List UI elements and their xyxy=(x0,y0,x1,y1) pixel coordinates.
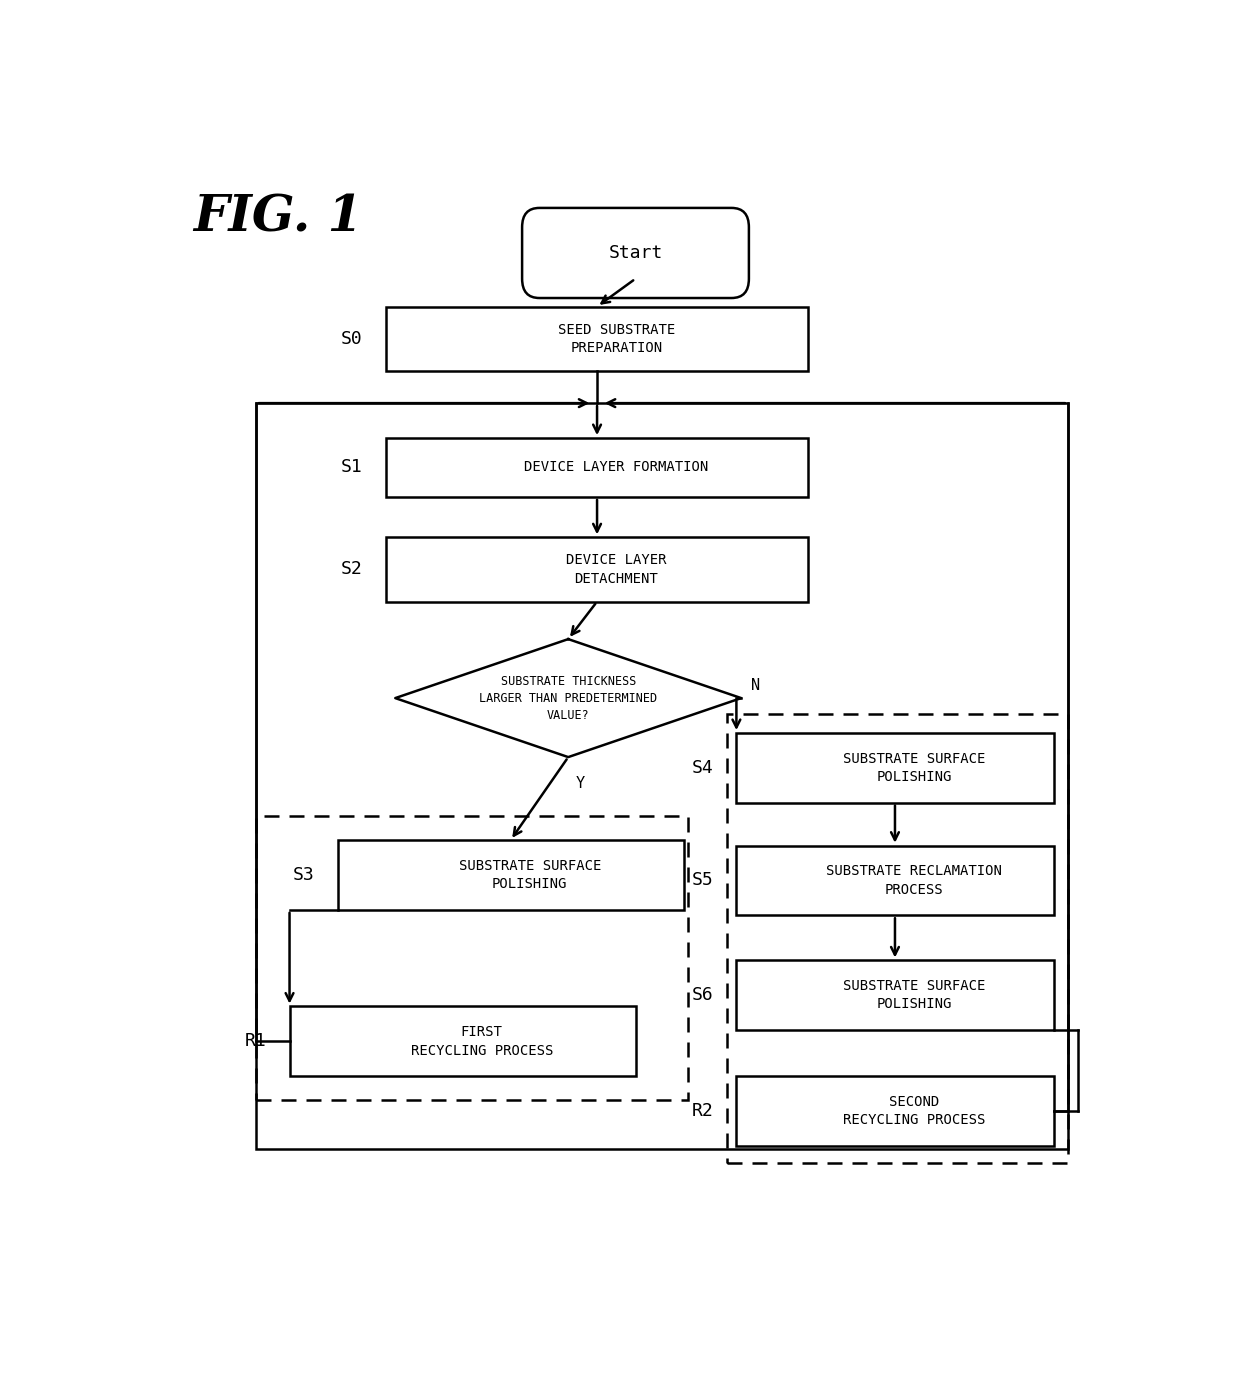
Text: SUBSTRATE SURFACE
POLISHING: SUBSTRATE SURFACE POLISHING xyxy=(843,752,986,784)
Text: SEED SUBSTRATE
PREPARATION: SEED SUBSTRATE PREPARATION xyxy=(558,323,675,355)
Bar xyxy=(290,1007,635,1077)
Text: S6: S6 xyxy=(692,986,714,1004)
Bar xyxy=(737,1077,1054,1146)
Bar xyxy=(727,715,1068,1163)
Bar xyxy=(386,437,808,497)
Bar xyxy=(255,403,1068,1149)
Bar xyxy=(737,733,1054,802)
Text: SUBSTRATE SURFACE
POLISHING: SUBSTRATE SURFACE POLISHING xyxy=(843,979,986,1011)
Text: Start: Start xyxy=(609,244,662,262)
Text: Y: Y xyxy=(575,776,584,791)
Bar xyxy=(737,846,1054,915)
Text: S3: S3 xyxy=(293,866,315,885)
Text: R2: R2 xyxy=(692,1102,714,1120)
Bar xyxy=(386,538,808,602)
Text: S2: S2 xyxy=(341,560,363,578)
Bar xyxy=(255,816,688,1100)
Text: SECOND
RECYCLING PROCESS: SECOND RECYCLING PROCESS xyxy=(843,1095,986,1127)
Text: S0: S0 xyxy=(341,330,363,348)
Text: SUBSTRATE SURFACE
POLISHING: SUBSTRATE SURFACE POLISHING xyxy=(459,859,601,892)
Text: R1: R1 xyxy=(246,1032,267,1050)
Text: DEVICE LAYER
DETACHMENT: DEVICE LAYER DETACHMENT xyxy=(565,553,667,585)
Text: S1: S1 xyxy=(341,458,363,476)
Bar xyxy=(737,960,1054,1029)
Bar xyxy=(337,840,683,910)
Bar xyxy=(386,306,808,371)
Text: S4: S4 xyxy=(692,759,714,777)
Text: DEVICE LAYER FORMATION: DEVICE LAYER FORMATION xyxy=(525,461,708,475)
FancyBboxPatch shape xyxy=(522,208,749,298)
Text: N: N xyxy=(751,678,760,692)
Text: SUBSTRATE RECLAMATION
PROCESS: SUBSTRATE RECLAMATION PROCESS xyxy=(826,864,1002,897)
Polygon shape xyxy=(396,639,742,758)
Text: FIG. 1: FIG. 1 xyxy=(193,194,363,242)
Text: S5: S5 xyxy=(692,872,714,890)
Text: SUBSTRATE THICKNESS
LARGER THAN PREDETERMINED
VALUE?: SUBSTRATE THICKNESS LARGER THAN PREDETER… xyxy=(479,674,657,722)
Text: FIRST
RECYCLING PROCESS: FIRST RECYCLING PROCESS xyxy=(410,1025,553,1057)
